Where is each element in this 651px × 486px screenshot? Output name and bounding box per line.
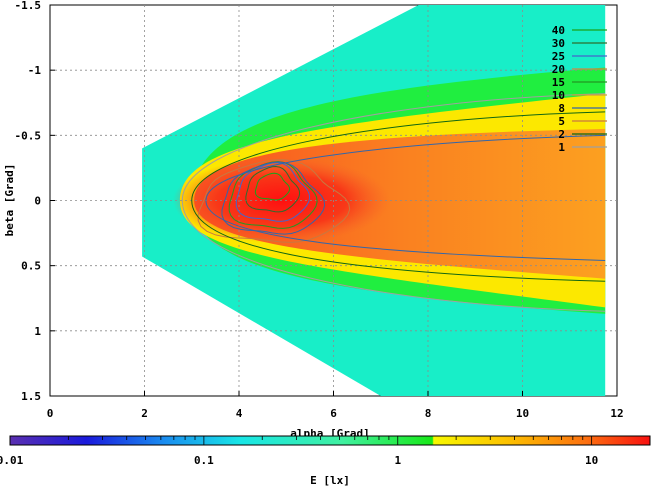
y-tick-label: 1.5 — [21, 390, 41, 403]
legend-label: 30 — [552, 37, 565, 50]
x-tick-label: 2 — [141, 407, 148, 420]
colorbar-tick-label: 0.01 — [0, 454, 24, 467]
contour-line — [191, 111, 606, 282]
x-tick-label: 12 — [610, 407, 623, 420]
y-tick-label: 0.5 — [21, 260, 41, 273]
contour-line — [181, 93, 606, 312]
y-axis-ticks: -1.5 -1 -0.5 0 0.5 1 1.5 — [15, 0, 55, 403]
contour-line — [228, 161, 318, 229]
x-tick-label: 6 — [330, 407, 337, 420]
colorbar-ticks: 0.01 0.1 1 10 — [0, 436, 651, 467]
contour-line — [254, 172, 291, 201]
legend-label: 5 — [558, 115, 565, 128]
legend-label: 10 — [552, 89, 565, 102]
y-tick-label: -0.5 — [15, 129, 42, 142]
x-tick-label: 10 — [516, 407, 529, 420]
legend-label: 40 — [552, 24, 565, 37]
y-tick-label: -1 — [28, 64, 42, 77]
x-tick-label: 8 — [425, 407, 432, 420]
contour-line — [205, 134, 606, 261]
contour-lines — [181, 93, 606, 312]
contour-line — [221, 161, 326, 235]
legend-label: 8 — [558, 102, 565, 115]
x-tick-label: 4 — [236, 407, 243, 420]
colorbar — [9, 435, 651, 446]
y-tick-label: -1.5 — [15, 0, 42, 12]
contour-line — [235, 162, 311, 222]
colorbar-tick-label: 0.1 — [194, 454, 214, 467]
grid — [50, 5, 617, 396]
contour-line — [197, 159, 351, 243]
x-tick-label: 0 — [47, 407, 54, 420]
legend-label: 25 — [552, 50, 565, 63]
legend-label: 2 — [558, 128, 565, 141]
y-axis-label: beta [Grad] — [3, 164, 16, 237]
colorbar-tick-label: 1 — [394, 454, 401, 467]
y-tick-label: 1 — [34, 325, 41, 338]
x-axis-ticks: 0 2 4 6 8 10 12 — [47, 391, 624, 420]
contour-line — [245, 165, 301, 213]
legend-label: 1 — [558, 141, 565, 154]
legend-label: 15 — [552, 76, 565, 89]
colorbar-tick-label: 10 — [585, 454, 598, 467]
legend-label: 20 — [552, 63, 565, 76]
colorbar-label: E [lx] — [310, 474, 350, 486]
y-tick-label: 0 — [34, 195, 41, 208]
